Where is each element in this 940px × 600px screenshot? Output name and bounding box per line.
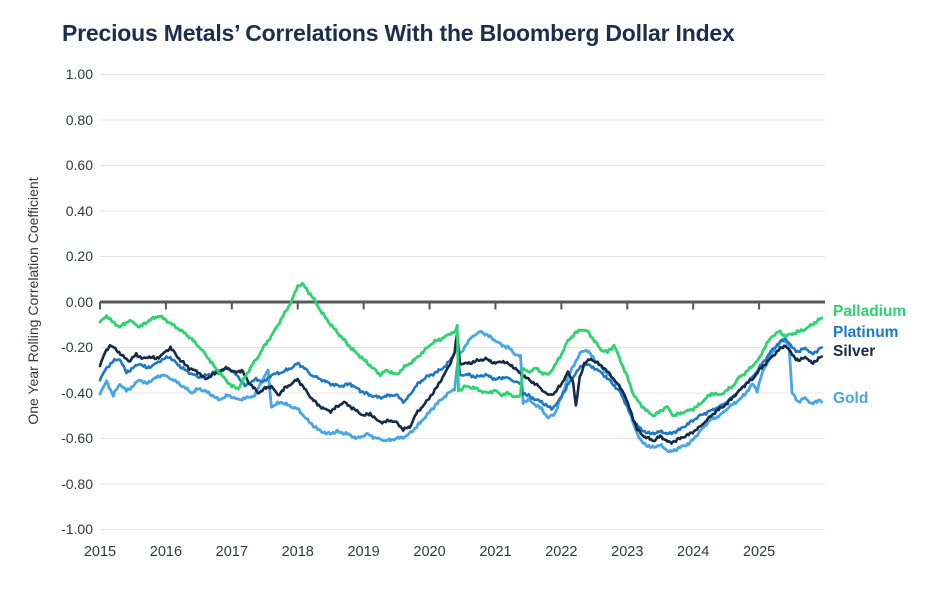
x-tick-label: 2019	[347, 544, 380, 560]
y-tick-label: 0.80	[65, 111, 93, 128]
y-tick-label: -0.80	[61, 475, 93, 492]
y-tick-label: -0.40	[61, 384, 93, 401]
x-tick-label: 2020	[413, 544, 446, 560]
x-tick-label: 2025	[742, 544, 776, 560]
legend-item-palladium: Palladium	[833, 303, 907, 320]
y-tick-label: -0.20	[61, 339, 93, 355]
x-tick-label: 2017	[215, 544, 248, 560]
chart-title: Precious Metals’ Correlations With the B…	[62, 20, 735, 46]
y-tick-label: 0.20	[65, 248, 93, 264]
x-tick-label: 2023	[611, 544, 644, 560]
legend-item-gold: Gold	[833, 390, 869, 407]
y-tick-label: 0.00	[65, 293, 93, 310]
x-tick-label: 2021	[479, 544, 512, 560]
series-line-palladium	[98, 281, 824, 418]
x-tick-label: 2018	[281, 544, 314, 560]
y-tick-label: -1.00	[61, 521, 93, 537]
legend-item-silver: Silver	[833, 343, 876, 360]
legend-item-platinum: Platinum	[833, 324, 899, 341]
y-tick-label: 0.40	[65, 202, 93, 219]
series-line-gold	[98, 329, 824, 454]
y-tick-label: 0.60	[65, 157, 93, 173]
x-tick-label: 2022	[545, 544, 578, 560]
y-tick-label: -0.60	[61, 430, 93, 446]
x-tick-label: 2015	[83, 544, 117, 560]
x-tick-label: 2016	[149, 544, 183, 560]
y-tick-label: 1.00	[65, 66, 93, 82]
x-tick-label: 2024	[677, 544, 710, 560]
